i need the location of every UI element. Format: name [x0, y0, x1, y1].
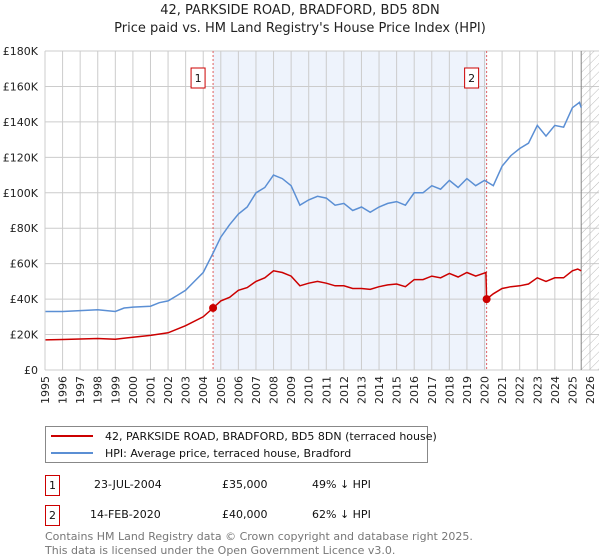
transaction-date: 23-JUL-2004	[94, 478, 162, 491]
legend-swatch-property	[51, 435, 93, 437]
y-tick-label: £40K	[10, 293, 39, 306]
x-tick-label: 2022	[514, 376, 527, 404]
x-tick-label: 2002	[162, 376, 175, 404]
price-chart: 1995 1996 1997 1998 1999 2000 2001 2002 2003 2004…	[3, 45, 599, 404]
x-tick-label: 2025	[566, 376, 579, 404]
x-tick-label: 2001	[144, 376, 157, 404]
x-tick-label: 2005	[215, 376, 228, 404]
x-tick-label: 2019	[461, 376, 474, 404]
transaction-badge: 2	[45, 505, 60, 526]
y-tick-label: £100K	[3, 187, 39, 200]
transaction-delta: 49% ↓ HPI	[312, 478, 371, 491]
transaction-date: 14-FEB-2020	[90, 508, 161, 521]
x-tick-label: 2017	[426, 376, 439, 404]
sale-marker-label: 2	[468, 72, 475, 85]
y-tick-label: £140K	[3, 116, 39, 129]
x-tick-label: 2016	[408, 376, 421, 404]
x-tick-label: 2021	[496, 376, 509, 404]
legend-item-hpi: HPI: Average price, terraced house, Brad…	[46, 445, 351, 461]
legend-label-hpi: HPI: Average price, terraced house, Brad…	[105, 446, 352, 460]
sale-marker-label: 1	[195, 72, 202, 85]
x-tick-label: 2006	[232, 376, 245, 404]
legend-label-property: 42, PARKSIDE ROAD, BRADFORD, BD5 8DN (te…	[105, 429, 437, 443]
sale-marker-badge	[464, 67, 480, 89]
transaction-row: 1 23-JUL-2004 £35,000 49% ↓ HPI	[45, 475, 465, 496]
x-tick-label: 2004	[197, 376, 210, 404]
y-tick-label: £120K	[3, 151, 39, 164]
x-tick-label: 2015	[391, 376, 404, 404]
y-tick-label: £180K	[3, 45, 39, 58]
x-tick-label: 1997	[74, 376, 87, 404]
sale-marker-badge	[190, 67, 206, 89]
x-tick-label: 2010	[303, 376, 316, 404]
footer-licence: This data is licensed under the Open Gov…	[45, 544, 396, 557]
x-tick-label: 2026	[584, 376, 597, 404]
x-tick-label: 1995	[39, 376, 52, 404]
x-tick-label: 1999	[109, 376, 122, 404]
transaction-badge: 1	[45, 475, 60, 496]
legend-swatch-hpi	[51, 452, 93, 454]
x-tick-label: 2000	[127, 376, 140, 404]
x-tick-label: 2003	[180, 376, 193, 404]
sale-point	[482, 295, 491, 304]
y-tick-label: £80K	[10, 222, 39, 235]
transaction-price: £40,000	[222, 508, 268, 521]
y-tick-label: £20K	[10, 329, 39, 342]
x-tick-label: 2020	[479, 376, 492, 404]
transaction-delta: 62% ↓ HPI	[312, 508, 371, 521]
x-tick-label: 2013	[355, 376, 368, 404]
x-tick-label: 2011	[320, 376, 333, 404]
series-line-property	[44, 268, 582, 341]
x-tick-label: 2009	[285, 376, 298, 404]
x-tick-label: 1998	[92, 376, 105, 404]
x-tick-label: 2023	[531, 376, 544, 404]
shaded-period	[213, 51, 487, 370]
transaction-price: £35,000	[222, 478, 268, 491]
future-hatch	[581, 51, 599, 370]
y-tick-label: £60K	[10, 258, 39, 271]
x-tick-label: 2014	[373, 376, 386, 404]
footer-copyright: Contains HM Land Registry data © Crown c…	[45, 530, 473, 543]
x-tick-label: 1996	[57, 376, 70, 404]
x-tick-label: 2018	[443, 376, 456, 404]
y-tick-label: £0	[24, 364, 38, 377]
x-tick-label: 2007	[250, 376, 263, 404]
series-line-hpi	[45, 101, 582, 313]
x-tick-label: 2024	[549, 376, 562, 404]
y-tick-label: £160K	[3, 80, 39, 93]
sale-point	[209, 303, 218, 312]
transaction-row: 2 14-FEB-2020 £40,000 62% ↓ HPI	[45, 505, 465, 526]
x-tick-label: 2012	[338, 376, 351, 404]
x-tick-label: 2008	[268, 376, 281, 404]
legend-item-property: 42, PARKSIDE ROAD, BRADFORD, BD5 8DN (te…	[46, 428, 437, 444]
legend: 42, PARKSIDE ROAD, BRADFORD, BD5 8DN (te…	[45, 426, 437, 463]
chart-subtitle: Price paid vs. HM Land Registry's House …	[114, 21, 486, 36]
chart-title: 42, PARKSIDE ROAD, BRADFORD, BD5 8DN	[160, 3, 440, 18]
